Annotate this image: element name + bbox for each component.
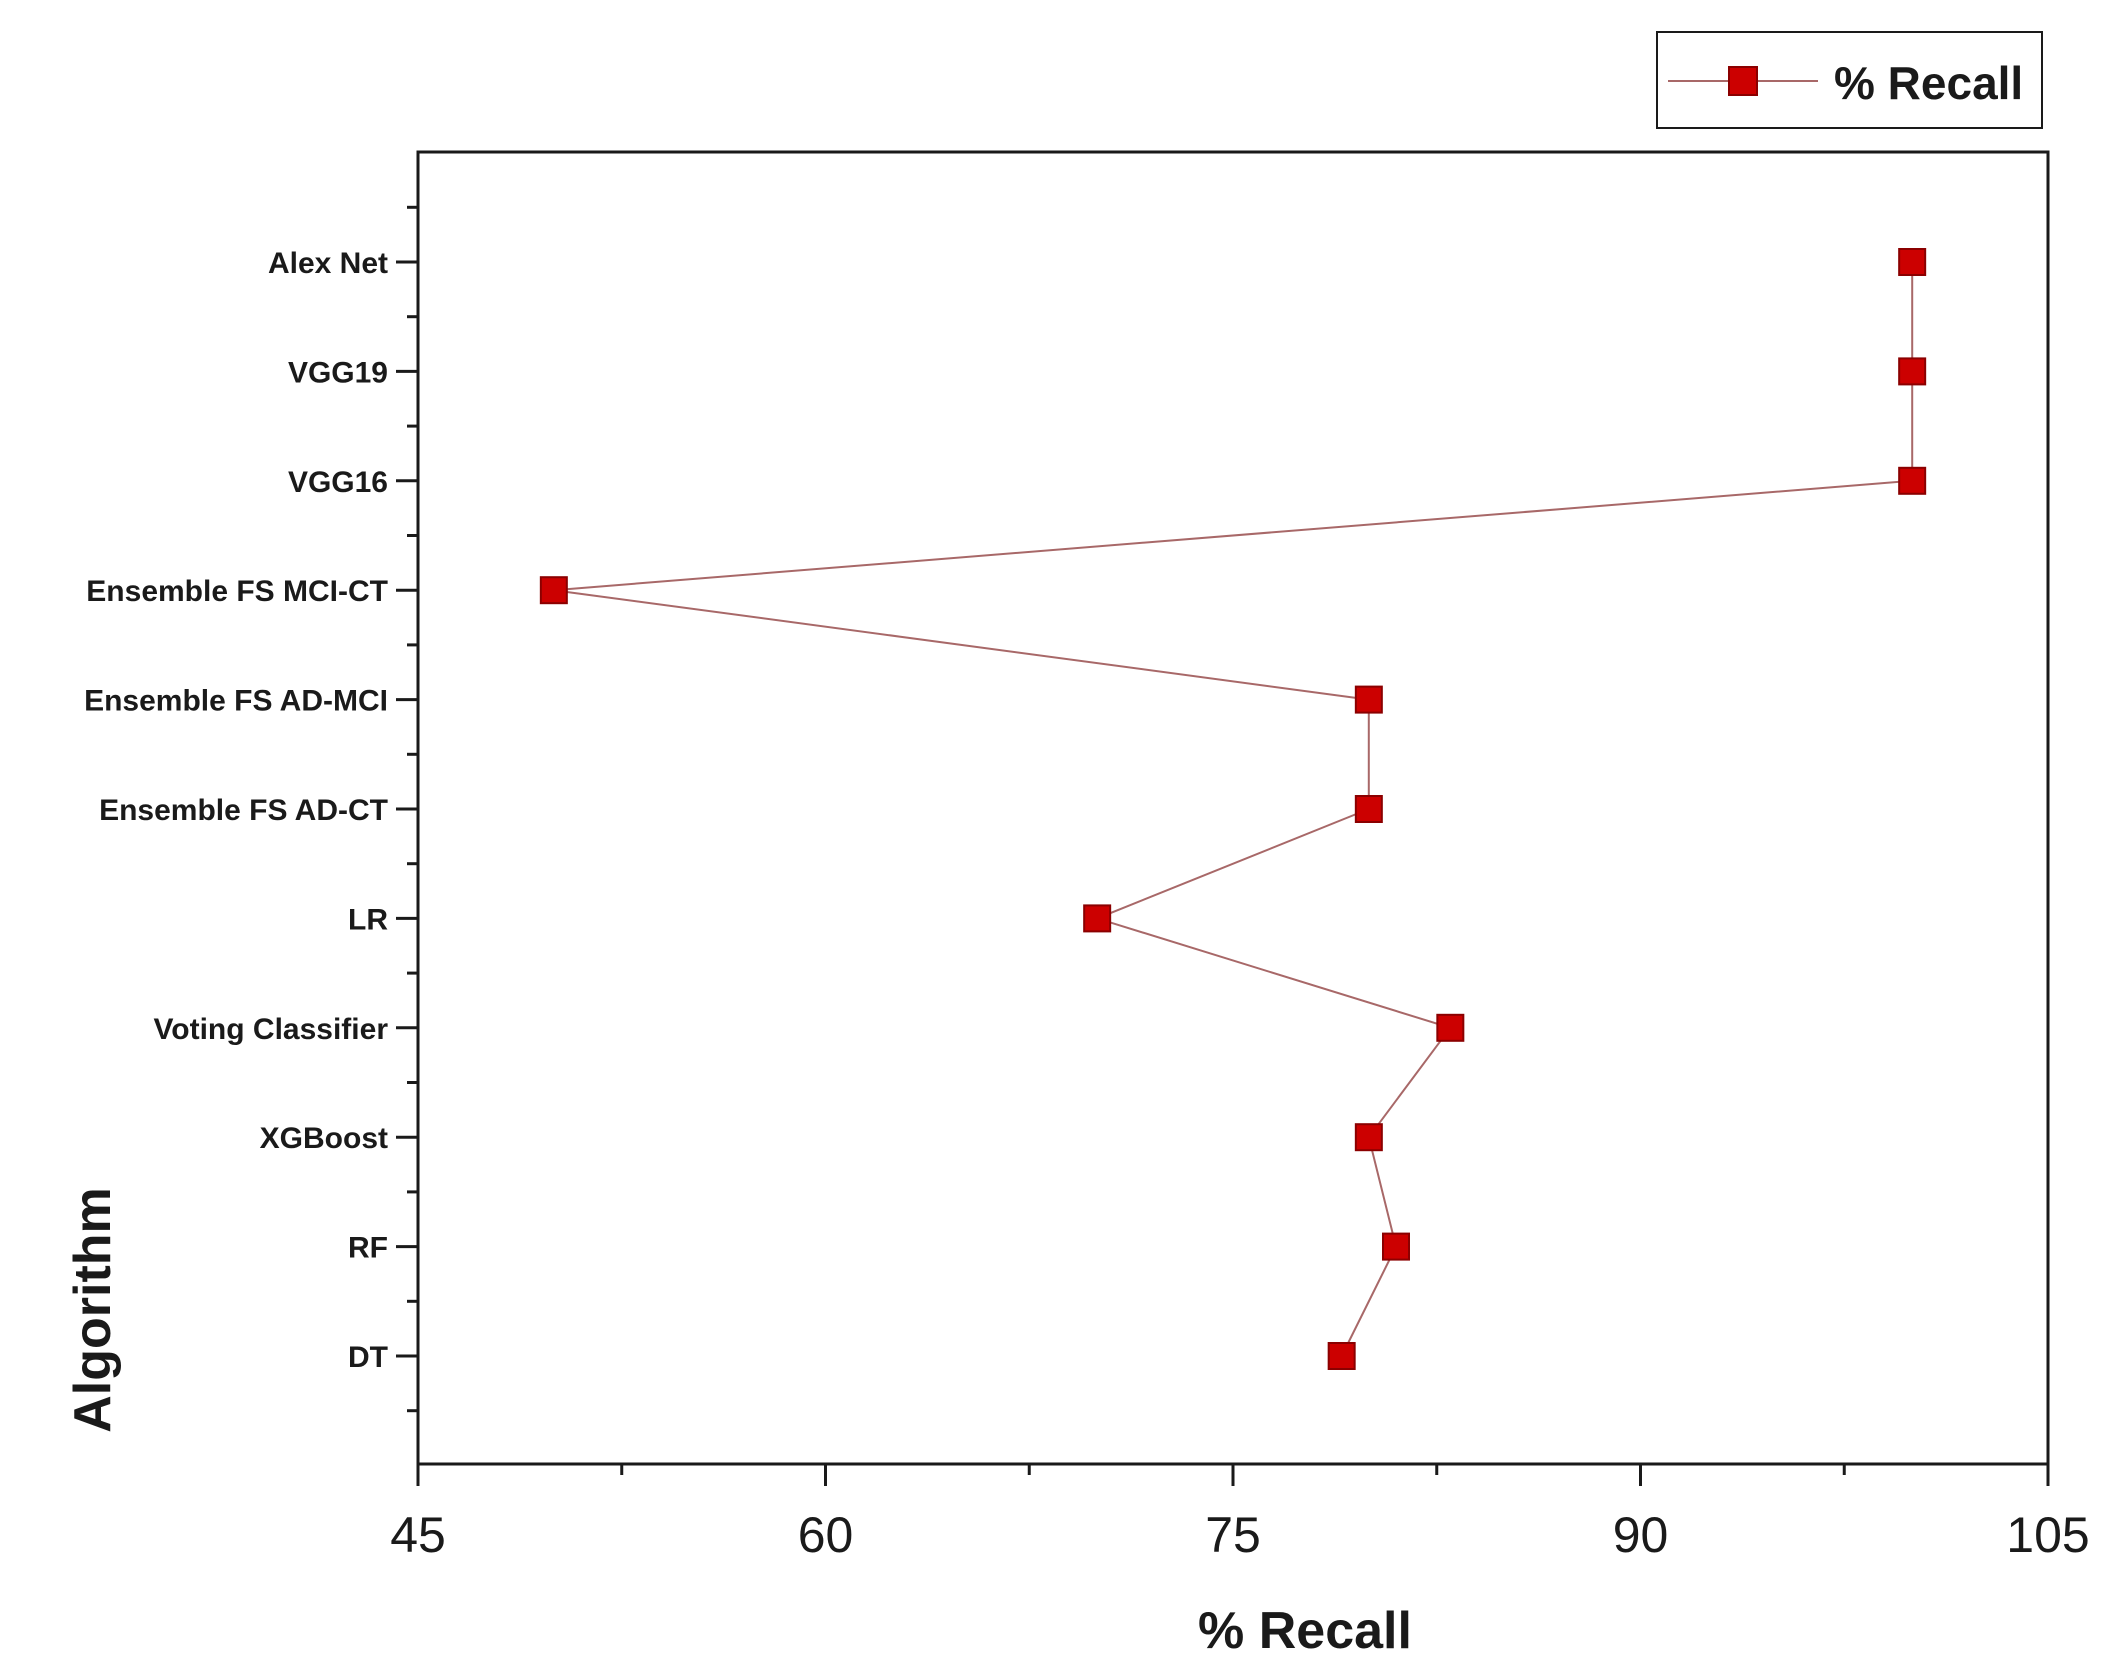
y-tick-label-vgg16: VGG16: [288, 466, 388, 499]
y-axis: DT RF XGBoost Voting Classifier LR Ensemble F…: [84, 205, 418, 1413]
series-line-recall: [553, 262, 1914, 1357]
legend-entry-recall: % Recall: [1834, 57, 2023, 109]
data-point-ensemble-fs-ad-ct: [1354, 795, 1383, 823]
y-tick-label-ensemble-fs-ad-mci: Ensemble FS AD-MCI: [84, 685, 388, 718]
y-tick-label-ensemble-fs-mci-ct: Ensemble FS MCI-CT: [86, 575, 388, 608]
data-point-ensemble-fs-ad-mci: [1354, 685, 1383, 714]
data-point-alex-net: [1898, 248, 1927, 276]
x-tick-label-60: 60: [798, 1507, 854, 1563]
x-tick-label-75: 75: [1205, 1507, 1261, 1563]
series-layer: [539, 248, 1927, 1370]
data-point-ensemble-fs-mci-ct: [539, 576, 568, 605]
data-point-vgg16: [1898, 466, 1927, 495]
data-point-vgg19: [1898, 357, 1927, 386]
data-point-dt: [1327, 1342, 1356, 1370]
data-point-lr: [1083, 904, 1112, 933]
data-point-xgboost: [1354, 1123, 1383, 1152]
x-tick-label-45: 45: [390, 1507, 446, 1563]
y-axis-title: Algorithm: [64, 1187, 122, 1433]
y-tick-label-voting-classifier: Voting Classifier: [154, 1013, 389, 1046]
y-tick-label-ensemble-fs-ad-ct: Ensemble FS AD-CT: [99, 794, 388, 827]
y-tick-label-lr: LR: [348, 903, 388, 936]
x-axis-title: % Recall: [1198, 1602, 1412, 1660]
x-tick-label-90: 90: [1613, 1507, 1669, 1563]
y-tick-label-rf: RF: [348, 1232, 388, 1265]
x-axis: 45 60 75 90 105: [390, 1464, 2090, 1563]
y-tick-label-xgboost: XGBoost: [260, 1122, 388, 1155]
x-tick-label-105: 105: [2006, 1507, 2089, 1563]
y-tick-label-vgg19: VGG19: [288, 356, 388, 389]
y-tick-label-alex-net: Alex Net: [268, 247, 388, 280]
legend-marker-sample: [1728, 66, 1758, 96]
legend: % Recall: [1656, 31, 2043, 129]
plot-area: [416, 150, 2050, 1466]
data-point-voting-classifier: [1436, 1013, 1465, 1042]
data-point-rf: [1382, 1232, 1410, 1261]
y-tick-label-dt: DT: [348, 1341, 388, 1374]
